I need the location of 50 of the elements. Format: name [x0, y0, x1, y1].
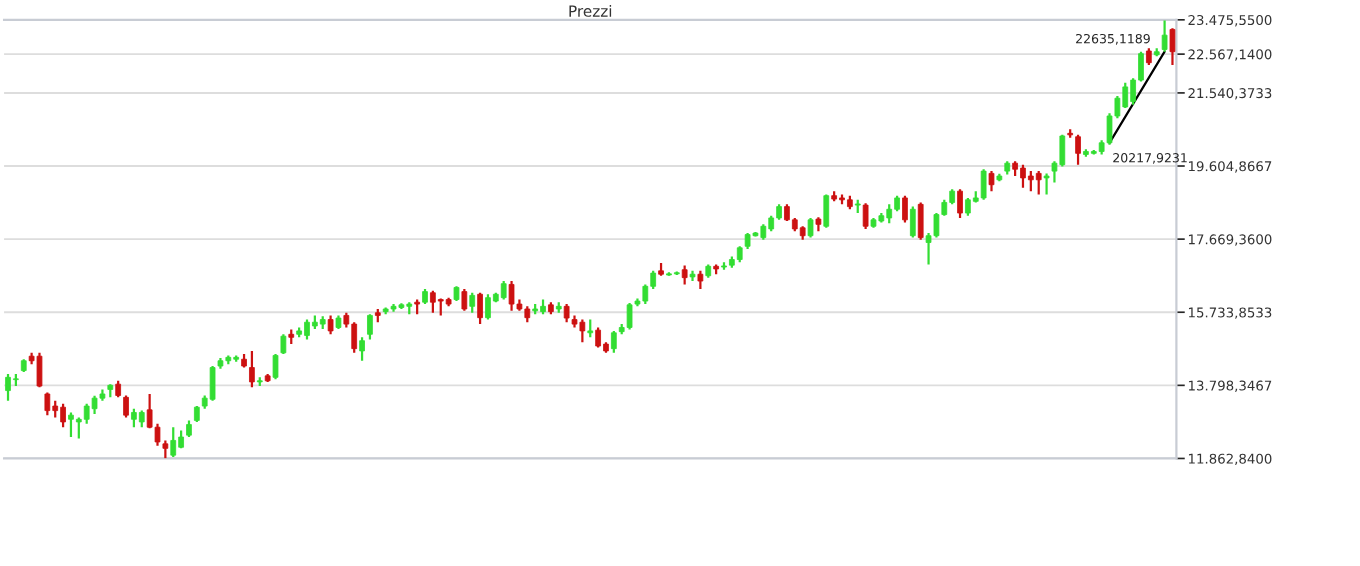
candlestick — [123, 394, 129, 419]
candlestick — [304, 318, 310, 341]
candlestick — [508, 279, 515, 312]
candlestick — [862, 202, 869, 231]
candlestick — [5, 372, 11, 402]
candlestick — [1035, 170, 1042, 196]
candlestick — [988, 170, 995, 193]
candlestick — [351, 321, 358, 354]
candlestick — [359, 336, 365, 362]
candlestick — [610, 329, 617, 354]
candlestick — [1161, 19, 1168, 53]
candlestick — [1027, 170, 1034, 193]
candlestick — [909, 205, 916, 239]
candlestick — [280, 333, 287, 356]
candlestick — [1169, 27, 1176, 67]
candlestick — [430, 289, 436, 314]
candlestick — [917, 201, 924, 241]
candlestick — [36, 351, 43, 389]
candlestick — [807, 216, 814, 239]
candlestick — [957, 188, 963, 220]
candlestick — [83, 402, 90, 425]
candlestick — [1020, 163, 1026, 189]
candlestick — [626, 301, 633, 331]
candlestick — [823, 193, 830, 229]
candlestick — [485, 293, 491, 321]
candlestick — [579, 318, 586, 344]
candlestick — [595, 326, 601, 349]
candlestick — [327, 314, 334, 336]
candlestick — [131, 407, 137, 429]
candlestick — [500, 279, 507, 301]
candlestick — [249, 349, 255, 389]
candlestick — [91, 394, 98, 416]
candlestick — [272, 352, 279, 381]
candlestick — [68, 411, 74, 439]
candlestick — [886, 203, 893, 225]
candlestick — [469, 291, 476, 314]
candlestick — [60, 402, 66, 429]
candlestick — [209, 364, 216, 402]
candlestick — [477, 291, 483, 326]
candlestick — [681, 264, 688, 286]
candlestick — [980, 168, 987, 201]
candlestick — [1122, 81, 1129, 110]
candlestick — [902, 194, 908, 224]
candlestick — [44, 391, 51, 417]
candlestick — [170, 426, 177, 459]
candlestick — [461, 287, 468, 312]
candlestick — [367, 313, 373, 341]
candlestick — [1075, 133, 1081, 166]
candlestick — [697, 269, 704, 291]
candlestick — [563, 302, 570, 324]
